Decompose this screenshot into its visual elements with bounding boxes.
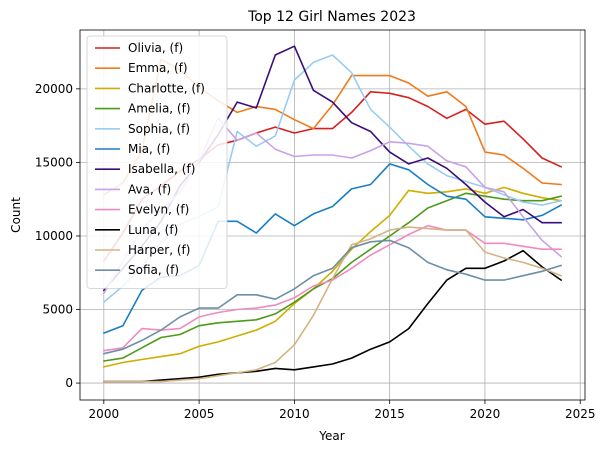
legend-label-2: Charlotte, (f)	[128, 81, 205, 95]
y-tick-label: 0	[65, 376, 73, 390]
legend-label-7: Ava, (f)	[128, 182, 171, 196]
legend-label-0: Olivia, (f)	[128, 41, 183, 55]
plot-frame	[79, 29, 586, 401]
legend-label-5: Mia, (f)	[128, 142, 170, 156]
series-line-9	[103, 249, 563, 383]
legend-label-11: Sofia, (f)	[128, 263, 179, 277]
x-tick-label: 2010	[279, 407, 310, 421]
series-line-11	[103, 239, 563, 355]
y-tick-label: 20000	[35, 82, 73, 96]
x-axis-label: Year	[318, 429, 344, 443]
series-line-10	[103, 226, 563, 383]
legend-label-3: Amelia, (f)	[128, 102, 191, 116]
legend-label-4: Sophia, (f)	[128, 122, 190, 136]
legend-label-8: Evelyn, (f)	[128, 203, 189, 217]
y-tick-label: 15000	[35, 155, 73, 169]
x-tick-label: 2000	[89, 407, 120, 421]
chart-title: Top 12 Girl Names 2023	[247, 9, 416, 25]
legend-label-9: Luna, (f)	[128, 223, 178, 237]
x-tick-label: 2015	[374, 407, 405, 421]
y-axis-label: Count	[9, 197, 23, 233]
y-tick-label: 10000	[35, 229, 73, 243]
x-tick-label: 2005	[184, 407, 215, 421]
x-tick-label: 2020	[470, 407, 501, 421]
axis-ticks: 2000 2005 2010 2015 2020 2025 0 5000 10000 15000 2…	[35, 82, 596, 421]
legend-box	[86, 35, 228, 289]
legend-label-10: Harper, (f)	[128, 243, 190, 257]
legend-label-1: Emma, (f)	[128, 61, 188, 75]
y-tick-label: 5000	[42, 303, 73, 317]
legend: Olivia, (f) Emma, (f) Charlotte, (f) Amelia…	[86, 35, 228, 289]
series-line-2	[103, 186, 563, 368]
legend-label-6: Isabella, (f)	[128, 162, 195, 176]
x-tick-label: 2025	[565, 407, 596, 421]
